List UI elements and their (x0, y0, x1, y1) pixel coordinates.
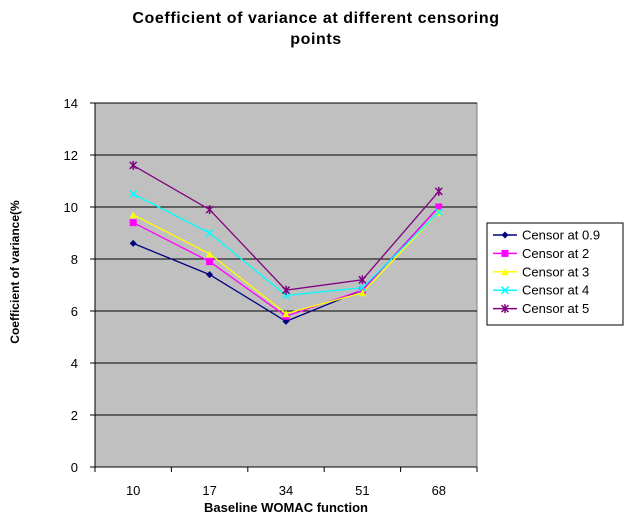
data-point-series-4 (358, 283, 367, 292)
data-point-series-2 (129, 219, 137, 227)
data-point-series-1 (206, 271, 214, 279)
data-point-series-2 (206, 258, 214, 266)
data-point-series-3 (282, 310, 290, 318)
y-tick-label: 4 (71, 356, 78, 371)
x-tick-label: 34 (279, 483, 293, 498)
x-tick-label: 68 (432, 483, 446, 498)
legend-label: Censor at 5 (522, 301, 589, 316)
legend-label: Censor at 2 (522, 246, 589, 261)
y-tick-label: 10 (64, 200, 78, 215)
data-point-series-5 (129, 160, 138, 170)
x-axis-label: Baseline WOMAC function (204, 500, 368, 515)
chart-title-line-2: points (290, 31, 342, 48)
data-point-series-5 (205, 205, 214, 215)
x-tick-label: 17 (202, 483, 216, 498)
data-point-series-3 (206, 250, 214, 258)
data-point-series-5 (358, 275, 367, 285)
y-tick-label: 12 (64, 148, 78, 163)
data-point-series-5 (281, 285, 291, 295)
data-point-series-4 (434, 208, 443, 217)
legend-marker (501, 231, 509, 239)
data-point-series-2 (435, 203, 443, 211)
x-tick-label: 51 (355, 483, 369, 498)
data-point-series-4 (205, 228, 214, 238)
legend-label: Censor at 0.9 (522, 228, 600, 243)
y-tick-label: 8 (71, 252, 78, 267)
y-tick-label: 2 (71, 408, 78, 423)
data-point-series-3 (358, 289, 366, 297)
data-point-series-5 (434, 186, 443, 196)
legend-marker (500, 304, 510, 314)
y-tick-label: 14 (64, 96, 78, 111)
chart-title-line-1: Coefficient of variance at different cen… (132, 10, 500, 27)
legend-marker (501, 249, 509, 257)
x-tick-label: 10 (126, 483, 140, 498)
legend-marker (500, 286, 510, 295)
y-tick-label: 0 (71, 460, 78, 475)
legend-marker (501, 268, 509, 276)
data-point-series-1 (129, 239, 137, 247)
plot-background (94, 102, 478, 468)
data-point-series-3 (129, 211, 137, 219)
data-point-series-4 (129, 189, 138, 199)
legend-label: Censor at 4 (522, 283, 589, 298)
y-tick-label: 6 (71, 304, 78, 319)
legend-label: Censor at 3 (522, 264, 589, 279)
